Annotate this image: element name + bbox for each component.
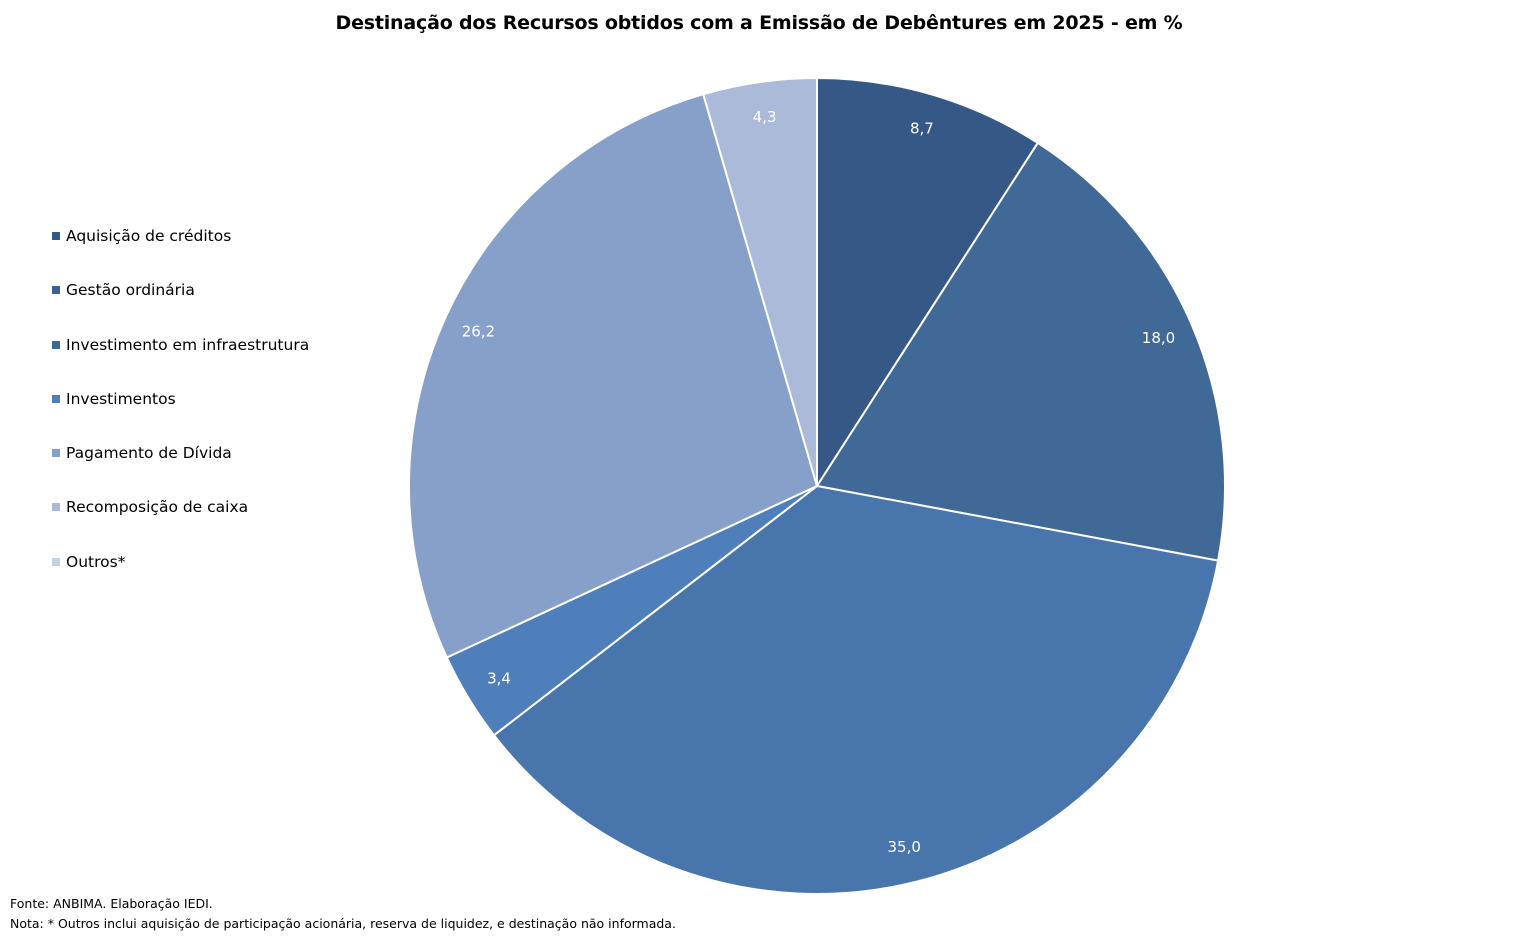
legend-swatch: [52, 232, 60, 240]
pie-slice: [816, 76, 1040, 490]
legend-swatch: [52, 340, 60, 349]
legend-item: Investimento em infraestrutura: [52, 334, 309, 356]
source-note: Fonte: ANBIMA. Elaboração IEDI.: [10, 896, 213, 911]
pie-labels: 8,7 18,0 35,0 3,4 26,2 4,3: [462, 108, 1176, 856]
legend-item: Recomposição de caixa: [52, 496, 309, 518]
slice-value-label: 8,7: [910, 120, 934, 138]
legend-swatch: [52, 557, 60, 566]
slice-value-label: 18,0: [1142, 329, 1175, 347]
legend-swatch: [52, 394, 60, 403]
pie-slice: [815, 141, 1226, 562]
footnote: Nota: * Outros inclui aquisição de parti…: [10, 916, 676, 931]
legend-label: Recomposição de caixa: [66, 498, 249, 517]
legend-label: Gestão ordinária: [66, 281, 195, 300]
legend-item: Outros*: [52, 551, 309, 573]
slice-value-label: 3,4: [487, 670, 511, 688]
pie-slice: [492, 484, 1220, 895]
slice-value-label: 4,3: [753, 108, 777, 126]
legend-label: Outros*: [66, 552, 126, 571]
legend-swatch: [52, 503, 60, 512]
legend-label: Investimento em infraestrutura: [66, 335, 310, 354]
pie-slice: [408, 92, 819, 659]
slice-value-label: 35,0: [887, 838, 920, 856]
legend-swatch: [52, 449, 60, 458]
legend-label: Pagamento de Dívida: [66, 444, 232, 463]
pie-slice: [701, 76, 818, 487]
legend-item: Pagamento de Dívida: [52, 442, 309, 464]
legend-label: Aquisição de créditos: [66, 227, 232, 245]
legend: Aquisição de créditos Gestão ordinária I…: [52, 225, 309, 605]
legend-label: Investimentos: [66, 389, 176, 408]
chart-title: Destinação dos Recursos obtidos com a Em…: [335, 12, 1183, 34]
legend-item: Gestão ordinária: [52, 279, 309, 301]
legend-item: Investimentos: [52, 388, 309, 410]
pie-slices: [408, 76, 1226, 895]
chart-footer: Fonte: ANBIMA. Elaboração IEDI. Nota: * …: [10, 894, 676, 934]
slice-value-label: 26,2: [462, 322, 495, 340]
legend-item: Aquisição de créditos: [52, 225, 309, 247]
legend-swatch: [52, 286, 60, 295]
